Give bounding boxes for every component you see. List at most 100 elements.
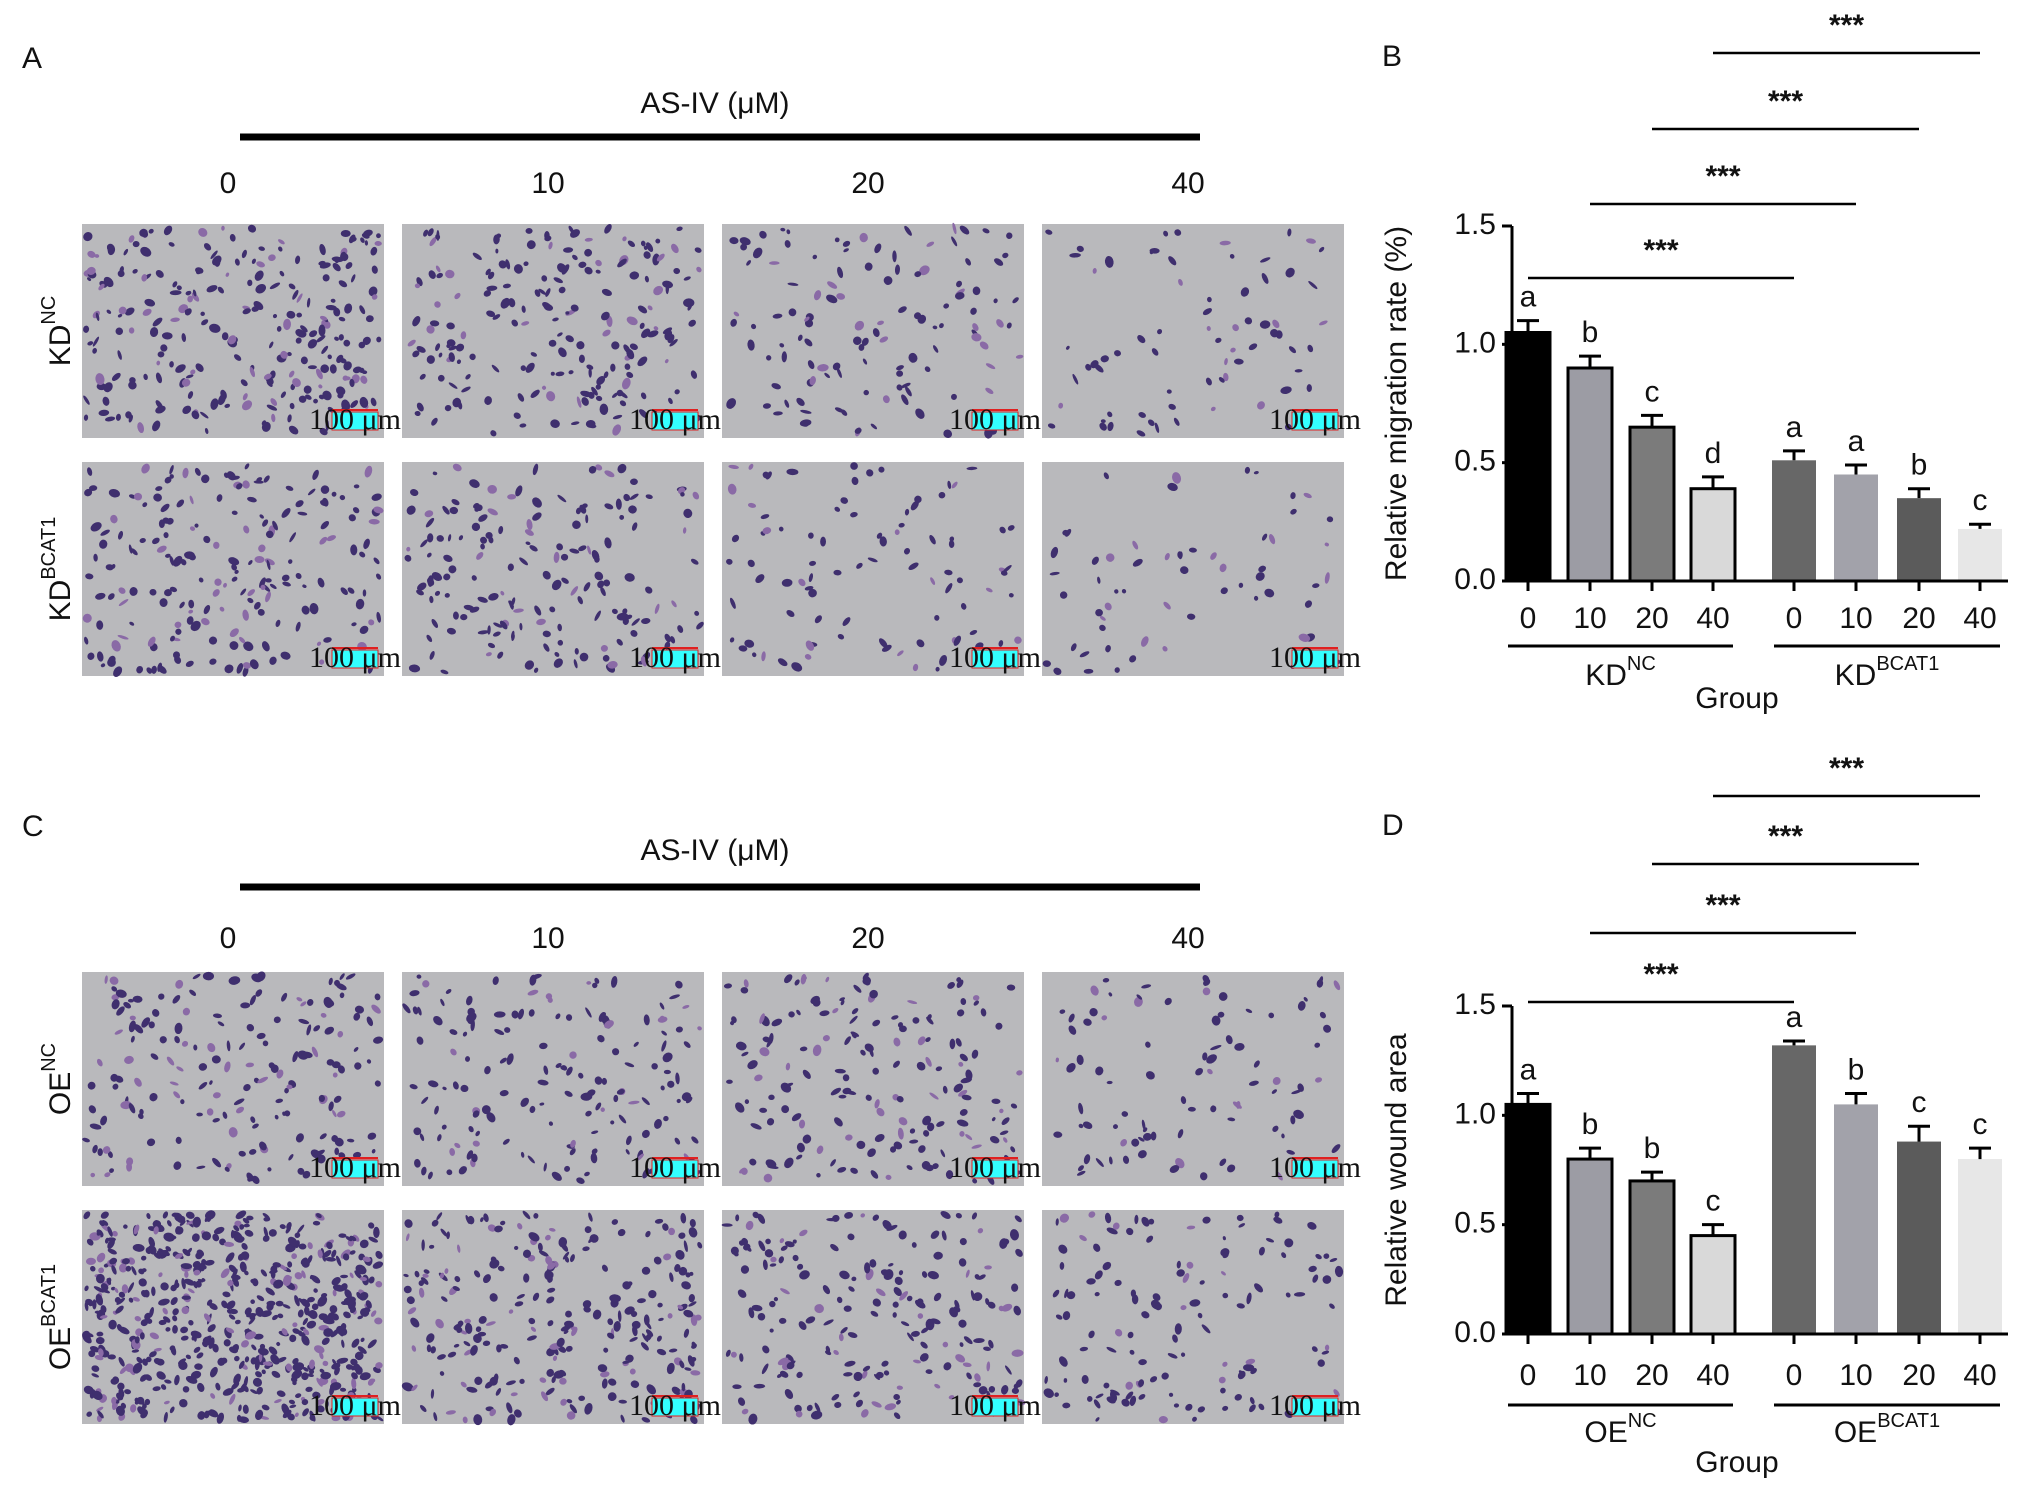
cell [962,1362,972,1368]
cell [647,305,653,311]
cell [315,368,323,380]
cell [1206,1054,1217,1064]
cell [938,491,946,499]
cell [1287,228,1292,237]
cell [350,274,356,283]
cell [545,1255,553,1266]
cell [549,606,556,613]
cell [582,1300,592,1309]
cell [108,655,116,664]
cell [112,1230,118,1237]
cell [568,370,574,375]
cell [951,236,958,247]
cell [934,615,940,621]
cell [176,499,185,508]
cell [630,630,638,637]
cell [212,255,222,266]
x-tick-label: 10 [1573,1359,1606,1392]
cell [612,1048,620,1056]
cell [663,1253,672,1261]
cell [667,1313,673,1319]
cell [349,1250,356,1255]
cell [1066,1062,1076,1073]
cell [870,423,878,430]
cell [331,1249,337,1258]
cell [371,1148,376,1154]
bar [1566,366,1614,583]
cell [622,608,628,615]
cell [958,1061,964,1067]
cell [958,1089,968,1097]
cell [947,982,955,989]
cell [87,277,92,282]
cell [288,559,293,564]
cell [692,491,700,500]
cell [374,993,381,1001]
annotation: b [1644,1132,1661,1165]
scale-box [971,411,1019,431]
cell [591,1130,599,1135]
cell [910,500,919,511]
cell [128,327,135,334]
cell [1238,582,1244,588]
cell [513,1409,522,1418]
cell [529,974,537,986]
cell [87,1081,96,1090]
cell [655,238,661,244]
cell [768,1032,774,1044]
cell [1180,566,1189,574]
cell [242,609,249,621]
cell [210,398,219,410]
cell [120,1100,132,1110]
cell [111,563,116,569]
cell [248,560,253,566]
cell [533,667,539,673]
cell [174,621,182,629]
cell [213,1226,225,1235]
cell [528,1009,535,1017]
cell [1004,1365,1012,1375]
cell [127,1257,136,1265]
error-bar [1845,463,1867,475]
cell [1003,1137,1008,1143]
cell [229,641,239,650]
cell [528,1232,540,1242]
cell [83,1211,91,1220]
cell [786,468,799,476]
scale-label: 100 μm [309,1151,401,1184]
cell [847,1233,855,1241]
cell [622,1360,630,1364]
cell [428,1244,435,1249]
cell [332,1109,337,1118]
cell [1008,593,1014,598]
cell [344,1289,352,1299]
cell [480,543,485,550]
cell [851,1008,859,1015]
cell [804,585,814,591]
cell [256,1295,265,1302]
cell [190,1370,202,1380]
cell [630,1380,640,1388]
cell [1076,245,1084,252]
cell [1207,296,1212,303]
cell [288,1154,294,1161]
cell [476,552,484,560]
cell [228,976,241,985]
cell [106,309,112,314]
cell [152,317,163,327]
cell [796,1371,803,1379]
cell [252,1278,259,1287]
cell [353,1012,361,1021]
cell [956,1009,965,1017]
cell [292,1362,305,1372]
cell [740,987,749,994]
cell [961,1094,972,1101]
cell [861,1409,869,1418]
cell [230,1274,241,1281]
error-bar [1908,1124,1930,1142]
cell [341,1300,348,1306]
cell [313,1288,318,1293]
cell [798,1119,806,1129]
cell [280,391,287,398]
cell [799,1046,808,1052]
